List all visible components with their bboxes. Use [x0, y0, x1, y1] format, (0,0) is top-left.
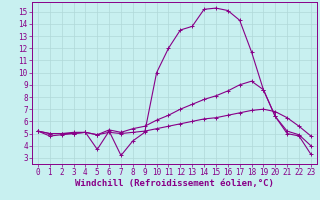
- X-axis label: Windchill (Refroidissement éolien,°C): Windchill (Refroidissement éolien,°C): [75, 179, 274, 188]
